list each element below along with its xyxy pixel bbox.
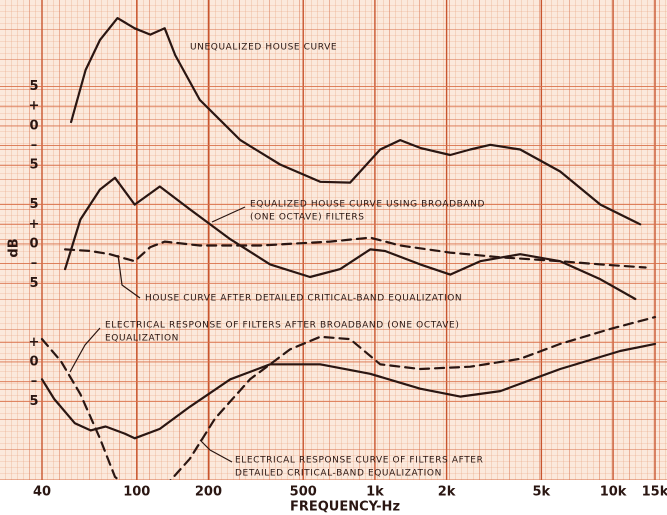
annotation: DETAILED CRITICAL-BAND EQUALIZATION (235, 469, 442, 479)
leader (211, 206, 246, 223)
y-tick-label: 0 (29, 236, 38, 251)
annotation: ELECTRICAL RESPONSE CURVE OF FILTERS AFT… (235, 456, 483, 466)
leader (69, 327, 101, 373)
curve (70, 17, 642, 226)
x-axis-label: FREQUENCY-Hz (290, 500, 400, 515)
curve (40, 342, 657, 440)
x-tick-label: 1k (366, 485, 384, 500)
y-tick-label: 0 (29, 354, 38, 369)
annotation: ELECTRICAL RESPONSE OF FILTERS AFTER BRO… (105, 321, 459, 331)
leader-lines (69, 206, 246, 463)
y-tick-label: + (29, 99, 40, 114)
y-tick-label: – (31, 256, 38, 271)
leader (199, 439, 233, 463)
x-tick-label: 15k (642, 485, 667, 500)
annotation: EQUALIZED HOUSE CURVE USING BROADBAND (250, 200, 485, 210)
y-tick-label: 5 (29, 79, 38, 94)
curve (63, 176, 637, 301)
y-axis-label: dB (7, 238, 22, 257)
x-tick-label: 10k (600, 485, 627, 500)
y-tick-label: 5 (29, 197, 38, 212)
y-tick-label: 5 (29, 158, 38, 173)
leader (117, 254, 141, 299)
y-tick-label: 0 (29, 118, 38, 133)
x-tick-label: 5k (533, 485, 551, 500)
annotation: EQUALIZATION (105, 334, 179, 344)
annotation: HOUSE CURVE AFTER DETAILED CRITICAL-BAND… (145, 294, 462, 304)
x-tick-label: 40 (33, 485, 51, 500)
grid (0, 0, 667, 480)
x-tick-label: 200 (195, 485, 222, 500)
x-tick-label: 100 (123, 485, 150, 500)
y-tick-label: – (31, 374, 38, 389)
annotation: UNEQUALIZED HOUSE CURVE (190, 43, 337, 53)
y-tick-label: – (31, 138, 38, 153)
curve (40, 316, 657, 480)
y-tick-label: + (29, 335, 40, 350)
curves (40, 17, 657, 480)
annotation: (ONE OCTAVE) FILTERS (250, 213, 365, 223)
y-tick-label: + (29, 217, 40, 232)
y-tick-label: 5 (29, 394, 38, 409)
x-tick-label: 500 (290, 485, 317, 500)
graph-paper-coarse (0, 0, 667, 480)
y-tick-label: 5 (29, 276, 38, 291)
labels: 40 100 200 500 1k 2k 5k 10k 15k 5 +0 – 5 5 +0 – 5 +0 – 5 UNE… (29, 43, 667, 500)
x-tick-label: 2k (438, 485, 456, 500)
